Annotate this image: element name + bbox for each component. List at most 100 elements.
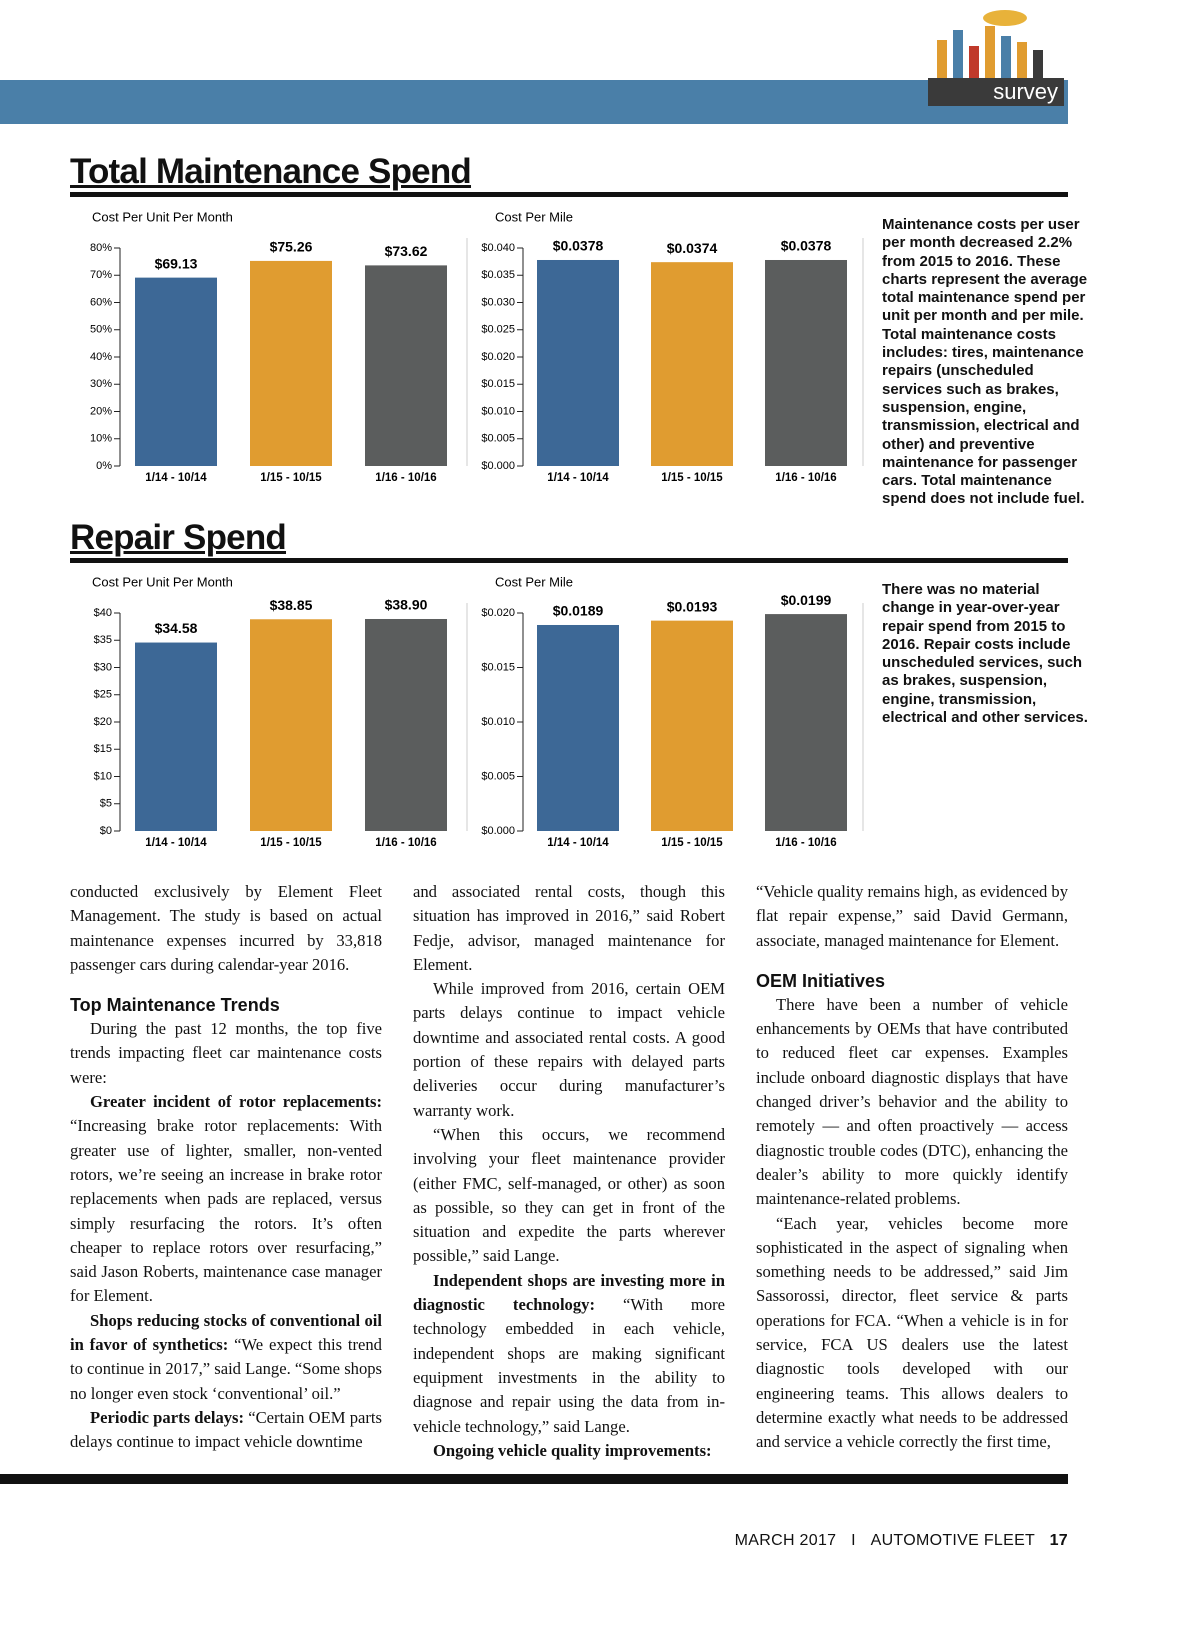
y-tick-label: 70% (90, 269, 112, 281)
y-tick-label: 10% (90, 433, 112, 445)
bar (250, 260, 332, 466)
paragraph: Shops reducing stocks of conventional oi… (70, 1309, 382, 1406)
y-tick-label: 50% (90, 324, 112, 336)
paragraph: “When this occurs, we recommend involvin… (413, 1123, 725, 1269)
section-heading: OEM Initiatives (756, 970, 886, 991)
bar-value-label: $34.58 (155, 620, 198, 636)
bar-value-label: $0.0378 (781, 238, 832, 254)
article-column: “Vehicle quality remains high, as eviden… (756, 880, 1068, 1455)
x-tick-label: 1/15 - 10/15 (260, 837, 322, 849)
paragraph: Independent shops are investing more in … (413, 1269, 725, 1439)
y-tick-label: $0.000 (481, 460, 515, 472)
paragraph: conducted exclusively by Element Fleet M… (70, 880, 382, 977)
chart-title: Cost Per Unit Per Month (92, 574, 233, 589)
bar (651, 620, 733, 831)
x-tick-label: 1/14 - 10/14 (547, 472, 609, 484)
section-title: Total Maintenance Spend (70, 152, 1068, 197)
article-column: and associated rental costs, though this… (413, 880, 725, 1463)
paragraph-text: “When this occurs, we recommend involvin… (413, 1124, 725, 1266)
x-tick-label: 1/15 - 10/15 (260, 472, 322, 484)
paragraph-text: There have been a number of vehicle enha… (756, 994, 1068, 1209)
bar-value-label: $0.0199 (781, 592, 832, 608)
y-tick-label: $0 (100, 825, 112, 837)
paragraph-text: “We expect this trend to continue in 201… (70, 1335, 382, 1403)
y-tick-label: $0.005 (481, 770, 515, 782)
x-tick-label: 1/14 - 10/14 (145, 472, 207, 484)
bar (135, 642, 217, 831)
chart-title: Cost Per Mile (495, 574, 573, 589)
y-tick-label: $10 (94, 770, 112, 782)
bar-value-label: $0.0193 (667, 598, 718, 614)
footer-rule (0, 1474, 1068, 1484)
section-note: Maintenance costs per user per month dec… (882, 216, 1088, 508)
x-tick-label: 1/14 - 10/14 (145, 837, 207, 849)
bar-value-label: $69.13 (155, 255, 198, 271)
y-tick-label: 40% (90, 351, 112, 363)
chart-title: Cost Per Mile (495, 209, 573, 224)
y-tick-label: $0.020 (481, 351, 515, 363)
paragraph-lead: Periodic parts delays: (90, 1407, 245, 1427)
charts: Cost Per Unit Per Month 0% 10% 20% 30% 40% 50%… (90, 209, 864, 849)
header-tag: survey (928, 78, 1064, 106)
footer: MARCH 2017 I AUTOMOTIVE FLEET 17 (725, 1532, 1068, 1550)
paragraph-text: “Vehicle quality remains high, as eviden… (756, 882, 1068, 950)
x-tick-label: 1/16 - 10/16 (775, 837, 836, 849)
y-tick-label: $0.025 (481, 324, 515, 336)
y-tick-label: $0.005 (481, 433, 515, 445)
bar (365, 618, 447, 831)
paragraph-text: “With more technology embedded in each v… (413, 1295, 726, 1436)
y-tick-label: $0.000 (481, 825, 515, 837)
bar (537, 259, 619, 466)
paragraph-lead: Ongoing vehicle quality improvements: (433, 1440, 712, 1460)
bar-value-label: $75.26 (270, 239, 313, 255)
bar-value-label: $0.0189 (553, 603, 604, 619)
bar (135, 277, 217, 466)
y-tick-label: $0.040 (481, 242, 515, 254)
y-tick-label: 0% (96, 460, 112, 472)
bar (765, 614, 847, 831)
bar-value-label: $38.85 (270, 597, 313, 613)
y-tick-label: 60% (90, 296, 112, 308)
page-number: 17 (1049, 1532, 1068, 1549)
footer-separator: I (851, 1532, 856, 1549)
x-tick-label: 1/15 - 10/15 (661, 837, 723, 849)
bar-value-label: $0.0374 (667, 240, 718, 256)
paragraph: and associated rental costs, though this… (413, 880, 725, 977)
bar-value-label: $73.62 (385, 243, 428, 259)
paragraph-lead: Greater incident of rotor replacements: (90, 1092, 382, 1112)
paragraph-text: conducted exclusively by Element Fleet M… (70, 882, 382, 974)
paragraph: Greater incident of rotor replacements: … (70, 1090, 382, 1309)
paragraph: “Each year, vehicles become more sophist… (756, 1212, 1068, 1455)
y-tick-label: $20 (94, 716, 112, 728)
survey-icon (937, 10, 1043, 78)
section-title-text: Total Maintenance Spend (70, 152, 472, 191)
bar-value-label: $0.0378 (553, 238, 604, 254)
bar (250, 619, 332, 831)
chart-title: Cost Per Unit Per Month (92, 209, 233, 224)
paragraph: “Vehicle quality remains high, as eviden… (756, 880, 1068, 953)
paragraph: While improved from 2016, certain OEM pa… (413, 977, 725, 1123)
paragraph: There have been a number of vehicle enha… (756, 993, 1068, 1212)
section-note: There was no material change in year-ove… (882, 581, 1088, 727)
bar (765, 259, 847, 466)
y-tick-label: 80% (90, 242, 112, 254)
y-tick-label: 20% (90, 405, 112, 417)
y-tick-label: $25 (94, 689, 112, 701)
section-heading: Top Maintenance Trends (70, 995, 280, 1016)
footer-publication: AUTOMOTIVE FLEET (870, 1532, 1035, 1549)
paragraph-text: “Each year, vehicles become more sophist… (756, 1213, 1068, 1452)
paragraph-text: During the past 12 months, the top five … (70, 1019, 382, 1087)
y-tick-label: $30 (94, 661, 112, 673)
x-tick-label: 1/16 - 10/16 (375, 472, 436, 484)
y-tick-label: $0.010 (481, 405, 515, 417)
y-tick-label: $0.030 (481, 296, 515, 308)
bar (651, 262, 733, 466)
y-tick-label: $35 (94, 634, 112, 646)
paragraph-text: and associated rental costs, though this… (413, 882, 725, 974)
bar-value-label: $38.90 (385, 597, 428, 613)
article-column: conducted exclusively by Element Fleet M… (70, 880, 382, 1455)
paragraph-text: “Increasing brake rotor replacements: Wi… (70, 1116, 382, 1306)
section-title-text: Repair Spend (70, 518, 287, 557)
y-tick-label: $0.010 (481, 716, 515, 728)
